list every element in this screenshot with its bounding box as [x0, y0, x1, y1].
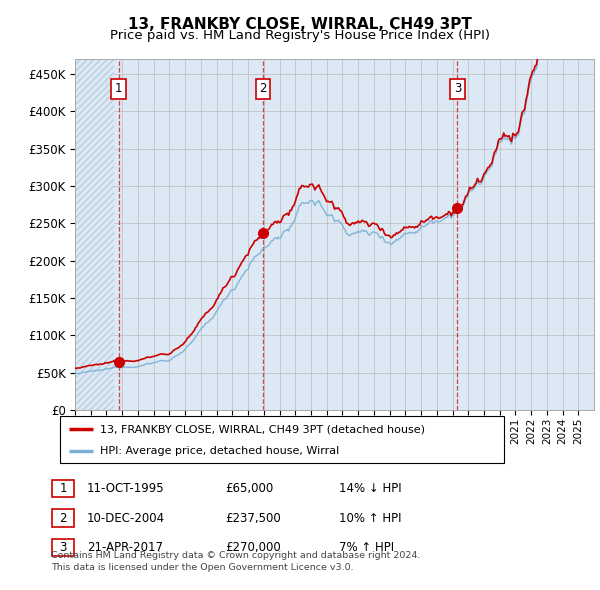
Text: 14% ↓ HPI: 14% ↓ HPI	[339, 482, 401, 495]
Bar	[75, 59, 115, 410]
FancyBboxPatch shape	[52, 509, 74, 527]
Text: £65,000: £65,000	[225, 482, 273, 495]
Text: 11-OCT-1995: 11-OCT-1995	[87, 482, 164, 495]
Text: £270,000: £270,000	[225, 541, 281, 554]
Text: £237,500: £237,500	[225, 512, 281, 525]
Text: 1: 1	[115, 83, 122, 96]
Text: 2: 2	[259, 83, 266, 96]
Text: 1: 1	[59, 482, 67, 495]
Text: Price paid vs. HM Land Registry's House Price Index (HPI): Price paid vs. HM Land Registry's House …	[110, 30, 490, 42]
FancyBboxPatch shape	[60, 416, 504, 463]
Text: 2: 2	[59, 512, 67, 525]
Text: 10-DEC-2004: 10-DEC-2004	[87, 512, 165, 525]
Text: 13, FRANKBY CLOSE, WIRRAL, CH49 3PT (detached house): 13, FRANKBY CLOSE, WIRRAL, CH49 3PT (det…	[100, 424, 425, 434]
Text: 7% ↑ HPI: 7% ↑ HPI	[339, 541, 394, 554]
Text: 21-APR-2017: 21-APR-2017	[87, 541, 163, 554]
Text: 13, FRANKBY CLOSE, WIRRAL, CH49 3PT: 13, FRANKBY CLOSE, WIRRAL, CH49 3PT	[128, 17, 472, 31]
Text: HPI: Average price, detached house, Wirral: HPI: Average price, detached house, Wirr…	[100, 446, 339, 456]
FancyBboxPatch shape	[52, 539, 74, 556]
Text: Contains HM Land Registry data © Crown copyright and database right 2024.
This d: Contains HM Land Registry data © Crown c…	[51, 552, 421, 572]
Text: 3: 3	[454, 83, 461, 96]
Text: 3: 3	[59, 541, 67, 554]
Text: 10% ↑ HPI: 10% ↑ HPI	[339, 512, 401, 525]
FancyBboxPatch shape	[52, 480, 74, 497]
